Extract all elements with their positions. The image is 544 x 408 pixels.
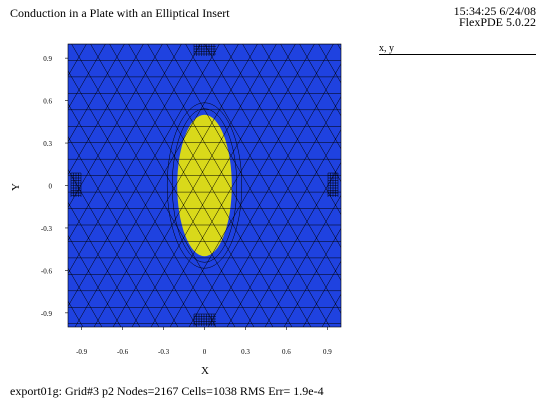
- mesh-edge: [318, 44, 341, 84]
- x-tick-label: 0.6: [282, 348, 291, 356]
- mesh-edge: [349, 24, 535, 347]
- timestamp-block: 15:34:25 6/24/08 FlexPDE 5.0.22: [453, 4, 536, 29]
- y-axis-label: Y: [10, 183, 22, 191]
- mesh-edge: [482, 24, 544, 347]
- y-tick-label: -0.6: [41, 267, 53, 275]
- y-tick-label: 0: [49, 183, 53, 191]
- mesh-refinement-ring: [166, 102, 243, 269]
- mesh-edge: [302, 260, 341, 327]
- mesh-edge: [406, 24, 544, 347]
- mesh-edge: [261, 44, 341, 183]
- x-tick-label: 0: [203, 348, 207, 356]
- mesh-edge: [337, 44, 341, 51]
- mesh-edge: [345, 24, 531, 347]
- mesh-edge: [368, 24, 544, 347]
- software-version: FlexPDE 5.0.22: [458, 15, 536, 29]
- mesh-edge: [280, 44, 341, 150]
- mesh-edge: [169, 44, 334, 327]
- mesh-edge: [68, 44, 144, 176]
- mesh-edge: [207, 96, 341, 327]
- mesh-edge: [264, 194, 341, 327]
- mesh-edge: [188, 63, 341, 327]
- y-tick-label: 0.6: [43, 98, 52, 106]
- mesh-edge: [340, 326, 341, 327]
- mesh-edge: [535, 24, 544, 347]
- mesh-edge: [444, 24, 544, 347]
- y-tick-label: 0.9: [43, 55, 52, 63]
- y-tick-label: 0.3: [43, 140, 52, 148]
- mesh-edge: [150, 44, 315, 327]
- triangular-mesh: [0, 24, 544, 347]
- mesh-edge: [459, 24, 544, 347]
- x-axis-label: X: [201, 365, 209, 377]
- y-axis-ticks: 0.9 0.6 0.3 0 -0.3 -0.6 -0.9: [41, 55, 68, 318]
- mesh-edge: [501, 24, 544, 347]
- mesh-edge: [226, 129, 341, 327]
- y-tick-label: -0.9: [41, 310, 53, 318]
- x-tick-label: -0.3: [158, 348, 170, 356]
- mesh-edge: [516, 24, 544, 347]
- mesh-edge: [0, 24, 3, 347]
- mesh-edge: [68, 103, 198, 327]
- mesh-edge: [74, 44, 239, 327]
- x-tick-label: -0.9: [76, 348, 88, 356]
- footer-status: export01g: Grid#3 p2 Nodes=2167 Cells=10…: [10, 384, 324, 398]
- mesh-edge: [402, 24, 544, 347]
- x-tick-label: -0.6: [117, 348, 129, 356]
- mesh-edge: [425, 24, 544, 347]
- mesh-edge: [166, 44, 331, 327]
- mesh-edge: [68, 267, 103, 327]
- mesh-edge: [539, 24, 544, 347]
- mesh-edge: [93, 44, 258, 327]
- mesh-refinement-ring: [171, 108, 238, 263]
- y-tick-label: -0.3: [41, 225, 53, 233]
- mesh-edge: [112, 44, 277, 327]
- plot-title: Conduction in a Plate with an Elliptical…: [10, 6, 230, 20]
- legend-label: x, y: [379, 43, 394, 54]
- mesh-edge: [463, 24, 544, 347]
- timestamp: 15:34:25 6/24/08: [453, 4, 536, 18]
- x-tick-label: 0.9: [323, 348, 332, 356]
- mesh-edge: [68, 234, 122, 327]
- mesh-edge: [68, 136, 179, 327]
- mesh-edge: [109, 44, 274, 327]
- mesh-edge: [383, 24, 544, 347]
- x-axis-ticks: -0.9 -0.6 -0.3 0 0.3 0.6 0.9: [76, 327, 332, 356]
- mesh-edge: [478, 24, 544, 347]
- legend-underline: [379, 54, 536, 55]
- mesh-edge: [299, 44, 341, 117]
- mesh-edge: [68, 44, 125, 143]
- mesh-edge: [68, 70, 217, 327]
- mesh-edge: [68, 44, 182, 242]
- mesh-edge: [520, 24, 544, 347]
- mesh-edge: [421, 24, 544, 347]
- mesh-edge: [497, 24, 544, 347]
- elliptical-insert: [177, 114, 232, 257]
- mesh-edge: [387, 24, 544, 347]
- mesh-edge: [223, 44, 341, 248]
- mesh-edge: [128, 44, 293, 327]
- mesh-edge: [242, 44, 341, 216]
- mesh-edge: [364, 24, 544, 347]
- x-tick-label: 0.3: [241, 348, 250, 356]
- mesh-edge: [283, 227, 341, 327]
- mesh-edge: [68, 44, 220, 307]
- mesh-edge: [147, 44, 312, 327]
- mesh-edge: [440, 24, 544, 347]
- mesh-edge: [68, 44, 201, 274]
- mesh-edge: [185, 44, 341, 314]
- mesh-edge: [131, 44, 296, 327]
- mesh-edge: [68, 44, 106, 110]
- mesh-edge: [204, 44, 341, 281]
- mesh-edge: [68, 201, 141, 327]
- mesh-edge: [71, 44, 236, 327]
